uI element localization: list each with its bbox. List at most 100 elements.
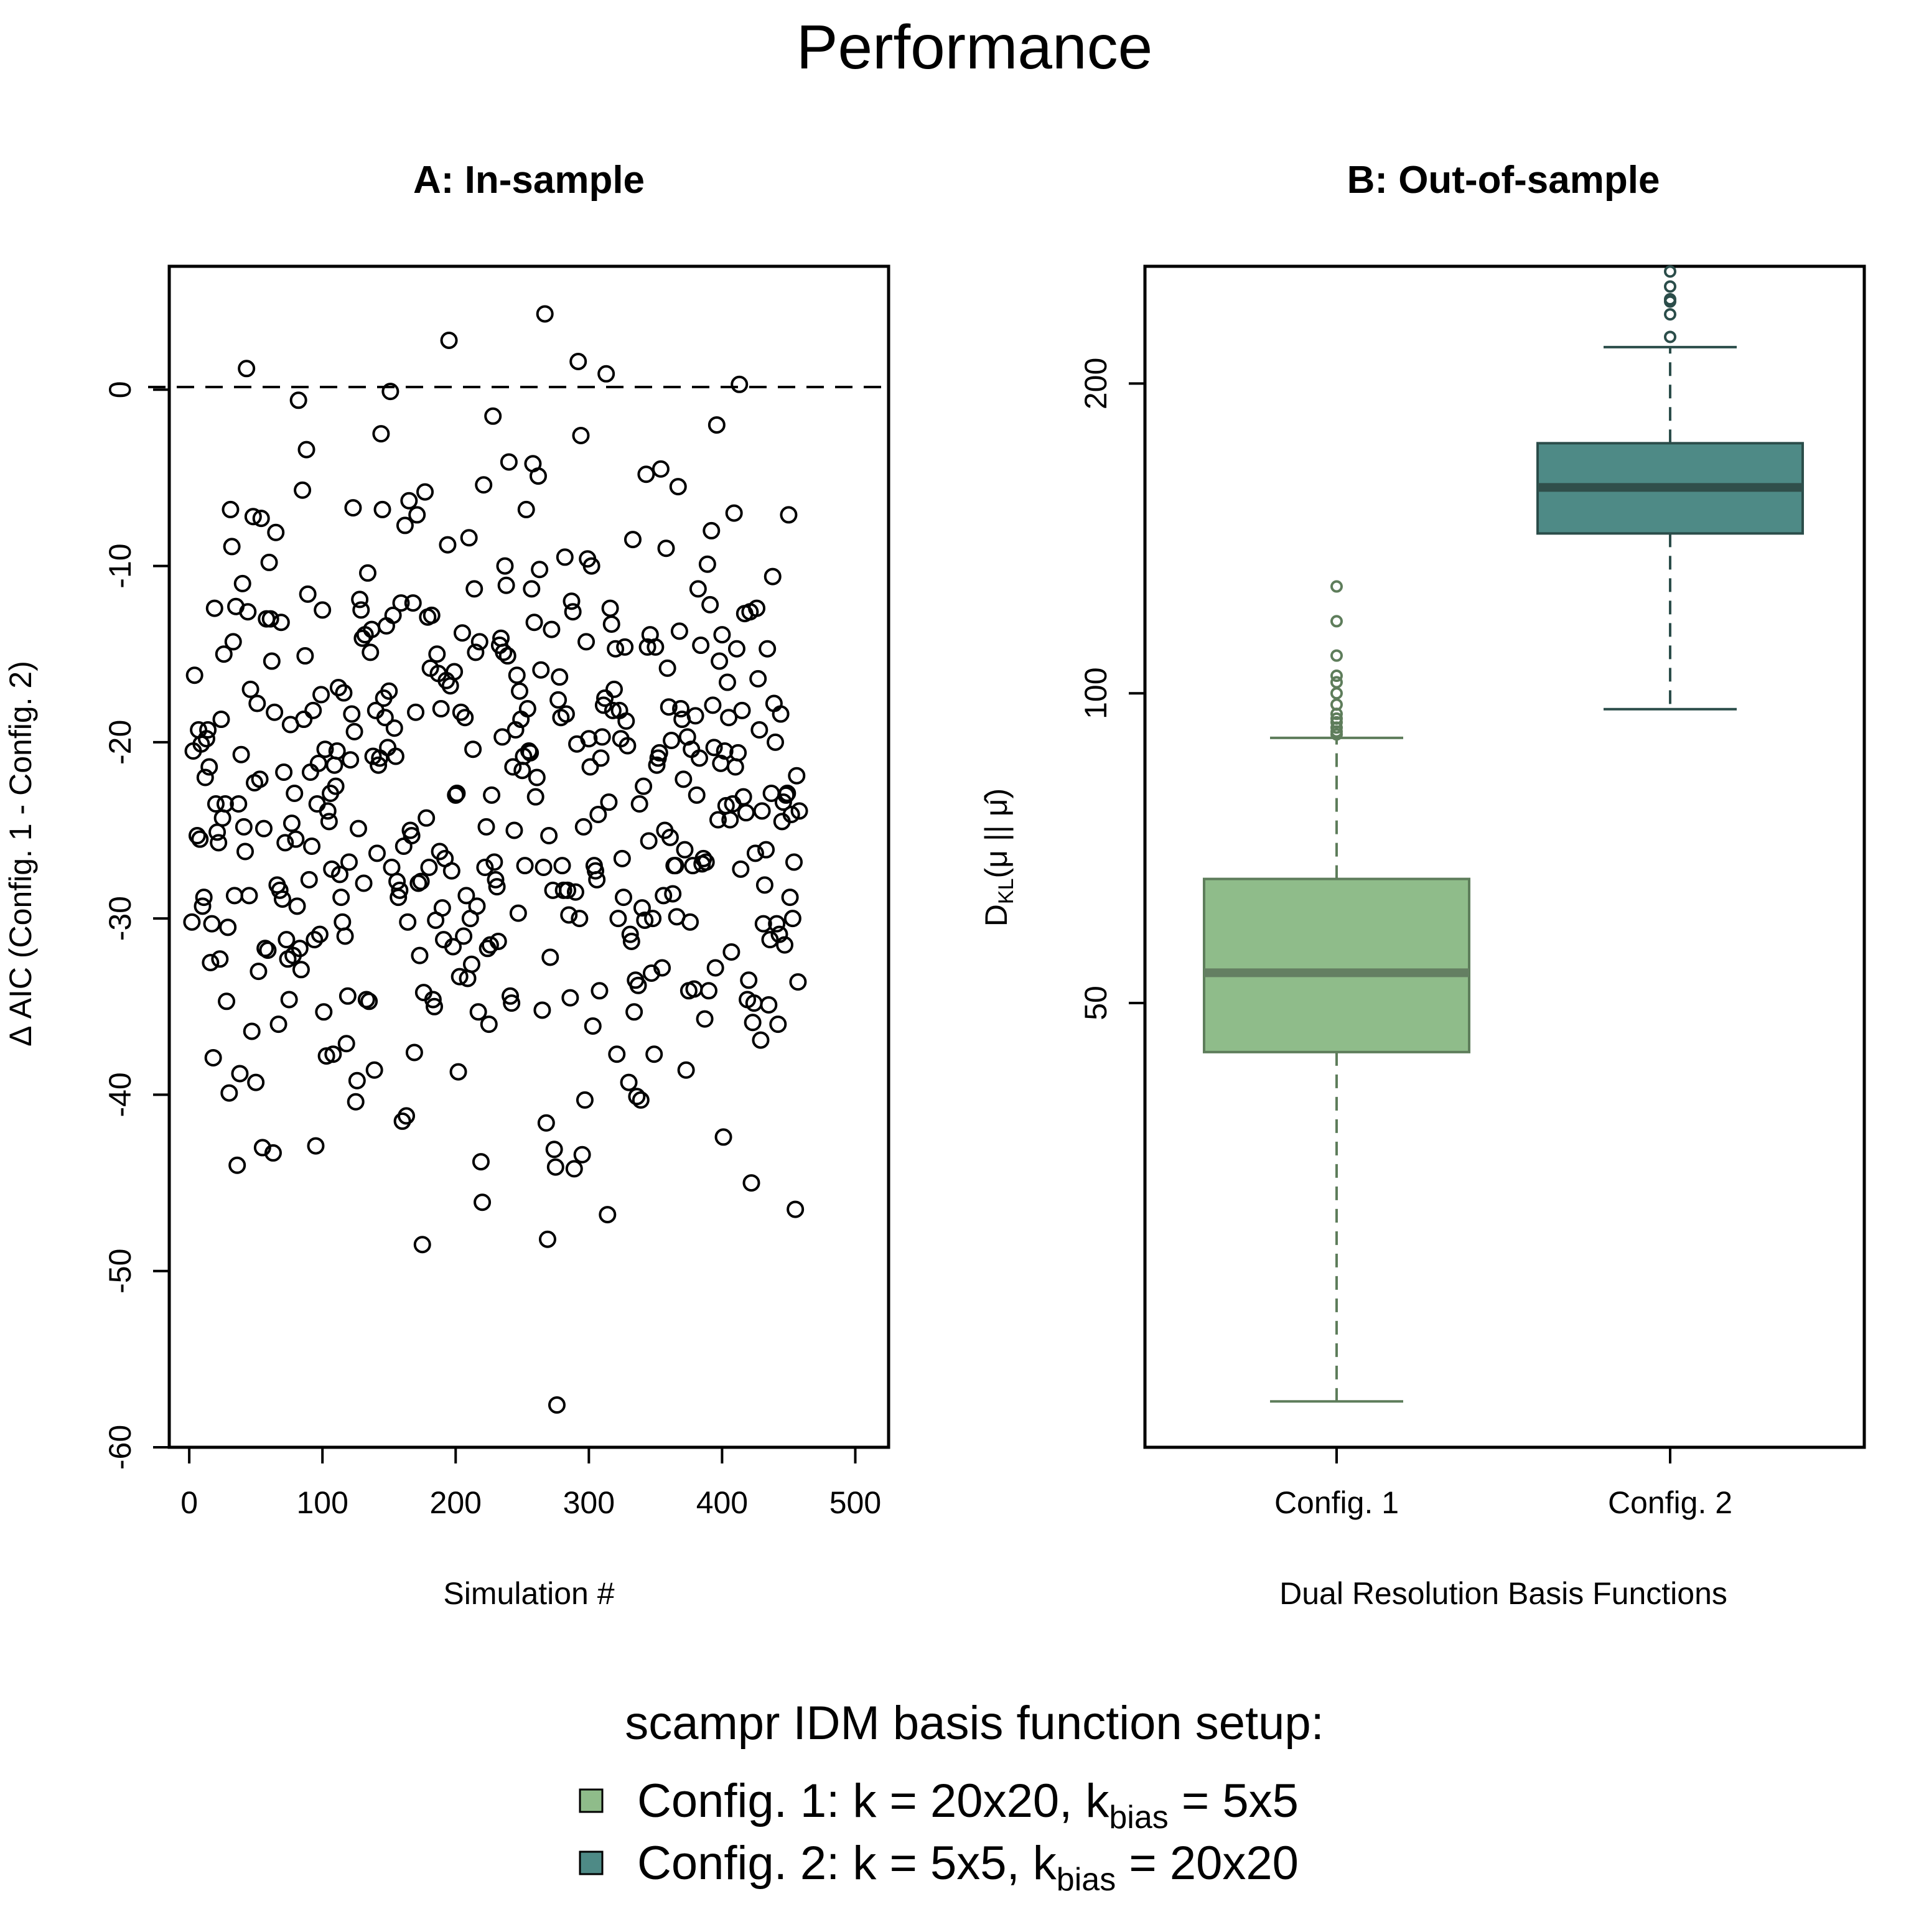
- scatter-point: [630, 795, 648, 813]
- scatter-point: [426, 997, 444, 1015]
- scatter-point: [289, 391, 307, 409]
- scatter-point: [240, 887, 258, 905]
- boxplot-1: [1203, 580, 1470, 1403]
- scatter-point: [675, 770, 693, 788]
- scatter-point: [286, 785, 304, 803]
- scatter-point: [722, 943, 740, 961]
- scatter-point: [642, 964, 660, 982]
- x-tick-label: Config. 2: [1608, 1485, 1732, 1520]
- scatter-point: [648, 756, 666, 774]
- legend-2-subscript: bias: [1057, 1862, 1116, 1898]
- scatter-point: [360, 992, 378, 1010]
- scatter-point: [571, 910, 589, 928]
- scatter-point: [457, 887, 475, 905]
- scatter-point: [398, 1107, 416, 1125]
- scatter-point: [769, 1015, 787, 1034]
- scatter-point: [263, 652, 281, 670]
- scatter-point: [716, 742, 734, 760]
- scatter-point: [636, 911, 654, 929]
- panel-a-y-axis: -60 -50 -40 -30 -20 -10 0: [103, 381, 170, 1470]
- scatter-point: [222, 500, 240, 518]
- scatter-point: [703, 521, 721, 539]
- x-tick-label: 0: [180, 1485, 198, 1520]
- scatter-point: [424, 991, 442, 1009]
- scatter-point: [470, 633, 488, 651]
- scatter-point: [711, 652, 729, 670]
- scatter-point: [757, 841, 775, 859]
- scatter-point: [476, 858, 494, 876]
- scatter-point: [255, 819, 273, 838]
- scatter-point: [191, 830, 209, 848]
- scatter-point: [306, 931, 324, 949]
- scatter-point: [536, 305, 554, 323]
- legend-2-text-end: = 20x20: [1116, 1837, 1299, 1890]
- scatter-point: [283, 814, 301, 833]
- scatter-point: [655, 887, 673, 905]
- scatter-point: [348, 1071, 366, 1090]
- panel-b-y-label: DKL(μ || μ̂): [979, 788, 1018, 926]
- scatter-point: [609, 910, 627, 928]
- scatter-point: [339, 987, 357, 1005]
- scatter-point: [472, 1153, 490, 1171]
- scatter-point: [525, 614, 543, 632]
- scatter-point: [569, 352, 587, 370]
- scatter-point: [732, 860, 750, 878]
- scatter-point: [442, 862, 460, 880]
- scatter-point: [753, 802, 771, 820]
- scatter-point: [347, 1093, 365, 1111]
- scatter-point: [658, 659, 676, 677]
- scatter-point: [545, 1141, 563, 1159]
- scatter-point: [502, 987, 520, 1005]
- y-tick-label: -60: [103, 1425, 138, 1470]
- scatter-point: [546, 1158, 564, 1176]
- scatter-point: [594, 696, 612, 714]
- scatter-point: [331, 866, 349, 884]
- scatter-point: [700, 982, 717, 1000]
- scatter-point: [663, 732, 681, 750]
- scatter-point: [625, 1003, 643, 1021]
- scatter-point: [332, 889, 350, 907]
- x-tick-label: Config. 1: [1274, 1485, 1399, 1520]
- scatter-point: [448, 785, 466, 803]
- scatter-point: [669, 478, 687, 496]
- scatter-point: [624, 531, 642, 549]
- scatter-point: [761, 931, 779, 949]
- scatter-point: [537, 1114, 555, 1132]
- scatter-point: [577, 633, 596, 651]
- scatter-point: [782, 806, 800, 824]
- scatter-point: [392, 594, 410, 612]
- scatter-point: [183, 913, 201, 931]
- scatter-point: [271, 881, 289, 899]
- scatter-point: [235, 818, 253, 836]
- scatter-point: [670, 622, 688, 640]
- scatter-point: [600, 793, 618, 811]
- scatter-point: [335, 684, 353, 702]
- scatter-point: [444, 938, 462, 956]
- scatter-point: [307, 1137, 325, 1155]
- scatter-point: [199, 721, 217, 739]
- scatter-point: [337, 1035, 355, 1053]
- scatter-point: [559, 881, 577, 899]
- scatter-point: [317, 1047, 335, 1065]
- scatter-point: [228, 1156, 246, 1174]
- scatter-point: [223, 538, 241, 556]
- figure-title: Performance: [796, 12, 1152, 82]
- scatter-point: [250, 963, 268, 981]
- scatter-point: [381, 383, 399, 401]
- scatter-point: [508, 666, 526, 684]
- scatter-point: [538, 1230, 556, 1248]
- scatter-point: [244, 508, 262, 526]
- scatter-point: [390, 889, 408, 907]
- box: [1203, 877, 1470, 1053]
- scatter-point: [754, 915, 772, 933]
- outlier-point: [1664, 280, 1676, 293]
- panel-b-y-axis: 50 100 200: [1078, 358, 1146, 1020]
- outlier-point: [1330, 676, 1343, 689]
- scatter-point: [694, 849, 712, 867]
- x-tick-label: 200: [430, 1485, 482, 1520]
- scatter-point: [196, 768, 214, 786]
- scatter-point: [637, 465, 655, 483]
- scatter-point: [744, 1014, 762, 1032]
- scatter-point: [236, 842, 255, 861]
